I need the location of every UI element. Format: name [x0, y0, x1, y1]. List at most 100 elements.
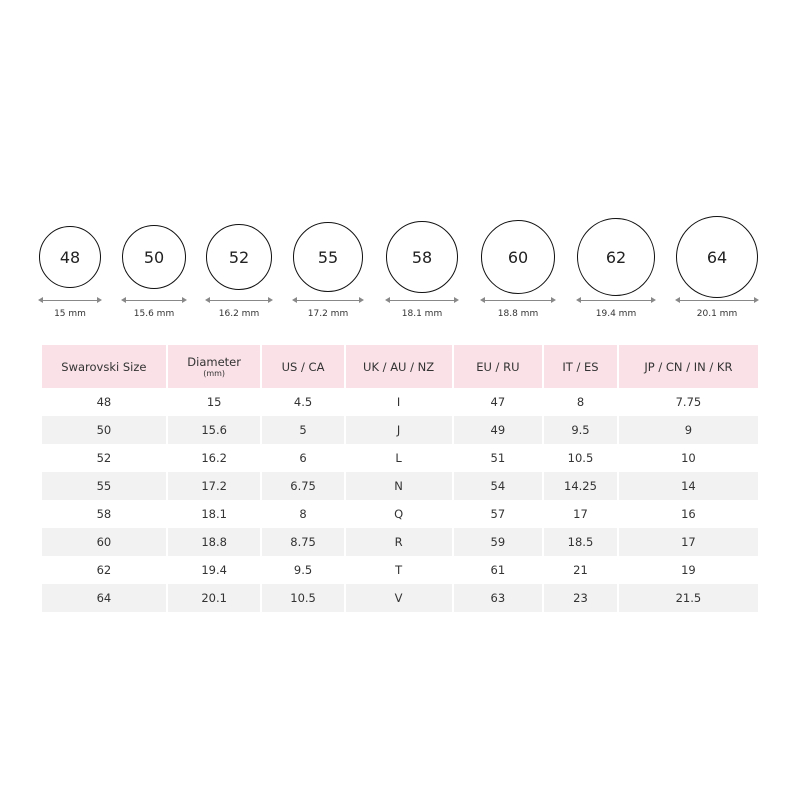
diameter-arrow [576, 297, 656, 303]
header-label: UK / AU / NZ [363, 359, 435, 374]
header-label: US / CA [281, 359, 325, 374]
table-cell: 8.75 [262, 528, 344, 556]
diameter-arrow [292, 297, 364, 303]
table-cell: 61 [490, 563, 506, 577]
header-label: EU / RU [476, 359, 520, 374]
table-cell: 59 [453, 528, 543, 556]
table-cell: 14.25 [544, 472, 617, 500]
ring-circle: 62 [577, 218, 655, 296]
table-cell: Q [394, 507, 404, 521]
table-cell: 5 [262, 416, 344, 444]
table-cell: 47 [490, 395, 506, 409]
ring-circle: 64 [676, 216, 758, 298]
table-row: 62 19.4 9.5 T 61 21 19 [42, 556, 758, 584]
table-cell: 14 [618, 472, 758, 500]
table-cell: 19 [681, 563, 696, 577]
ring-circle: 58 [386, 221, 458, 293]
ring-circle: 60 [481, 220, 555, 294]
header-label: Diameter [187, 355, 241, 369]
table-cell: 55 [42, 472, 166, 500]
table-cell: 52 [96, 451, 112, 465]
column-header: UK / AU / NZ [345, 345, 452, 388]
ring-circle: 55 [293, 222, 363, 292]
table-cell: 15 [206, 395, 222, 409]
table-cell: 9.5 [293, 563, 313, 577]
column-header: Swarovski Size [42, 345, 166, 388]
table-row: 55 17.2 6.75 N 54 14.25 14 [42, 472, 758, 500]
diameter-arrow [38, 297, 102, 303]
ring-circle: 48 [39, 226, 101, 288]
table-cell: T [395, 563, 403, 577]
table-cell: 17 [573, 507, 588, 521]
table-cell: 7.75 [675, 395, 702, 409]
table-cell: V [345, 584, 452, 612]
table-cell: 18.8 [167, 528, 261, 556]
table-cell: 8 [299, 507, 307, 521]
diameter-arrow [675, 297, 759, 303]
table-cell: 10.5 [567, 451, 594, 465]
table-cell: 10.5 [262, 584, 344, 612]
table-cell: 20.1 [167, 584, 261, 612]
table-cell: 4.5 [293, 395, 313, 409]
unit-label: (mm) [203, 369, 226, 378]
table-cell: 19.4 [201, 563, 227, 577]
column-header: IT / ES [544, 345, 617, 388]
table-cell: 54 [453, 472, 543, 500]
table-row: 58 18.1 8 Q 57 17 16 [42, 500, 758, 528]
table-cell: 17.2 [167, 472, 261, 500]
column-header: US / CA [262, 345, 344, 388]
column-header: JP / CN / IN / KR [618, 345, 758, 388]
table-cell: 18.5 [544, 528, 617, 556]
table-cell: 18.1 [201, 507, 227, 521]
table-cell: I [396, 395, 401, 409]
table-cell: N [345, 472, 452, 500]
column-header: EU / RU [453, 345, 543, 388]
diameter-label: 15 mm [54, 309, 86, 319]
table-cell: 6.75 [262, 472, 344, 500]
table-cell: R [345, 528, 452, 556]
table-row: 50 15.6 5 J 49 9.5 9 [42, 416, 758, 444]
diameter-arrow [205, 297, 273, 303]
table-cell: 48 [96, 395, 112, 409]
column-header: Diameter (mm) [167, 345, 261, 388]
header-label: JP / CN / IN / KR [644, 359, 733, 374]
table-cell: 60 [42, 528, 166, 556]
diameter-label: 19.4 mm [595, 309, 637, 319]
table-cell: J [345, 416, 452, 444]
ring-circle: 52 [206, 224, 272, 290]
table-cell: 50 [42, 416, 166, 444]
diameter-arrow [385, 297, 459, 303]
table-cell: 6 [299, 451, 307, 465]
header-label: IT / ES [562, 359, 599, 374]
table-cell: 9.5 [544, 416, 617, 444]
table-row: 60 18.8 8.75 R 59 18.5 17 [42, 528, 758, 556]
table-cell: 62 [96, 563, 112, 577]
table-cell: 15.6 [167, 416, 261, 444]
table-cell: 16.2 [201, 451, 227, 465]
diameter-label: 18.8 mm [497, 309, 539, 319]
table-cell: L [395, 451, 402, 465]
table-cell: 21.5 [618, 584, 758, 612]
diameter-label: 15.6 mm [133, 309, 175, 319]
table-cell: 63 [453, 584, 543, 612]
diameter-label: 20.1 mm [696, 309, 738, 319]
table-cell: 64 [42, 584, 166, 612]
table-cell: 16 [681, 507, 696, 521]
diameter-label: 17.2 mm [307, 309, 349, 319]
ring-size-table: Swarovski Size Diameter (mm) US / CA UK / AU… [40, 345, 760, 612]
header-label: Swarovski Size [61, 359, 147, 374]
diameter-label: 16.2 mm [218, 309, 260, 319]
table-cell: 17 [618, 528, 758, 556]
table-row: 48 15 4.5 I 47 8 7.75 [42, 388, 758, 416]
table-cell: 9 [618, 416, 758, 444]
table-cell: 23 [544, 584, 617, 612]
table-cell: 8 [576, 395, 585, 409]
table-cell: 58 [96, 507, 112, 521]
table-cell: 57 [490, 507, 506, 521]
diameter-label: 18.1 mm [401, 309, 443, 319]
diameter-arrow [480, 297, 556, 303]
table-row: 52 16.2 6 L 51 10.5 10 [42, 444, 758, 472]
diameter-arrow [121, 297, 187, 303]
table-cell: 49 [453, 416, 543, 444]
table-row: 64 20.1 10.5 V 63 23 21.5 [42, 584, 758, 612]
